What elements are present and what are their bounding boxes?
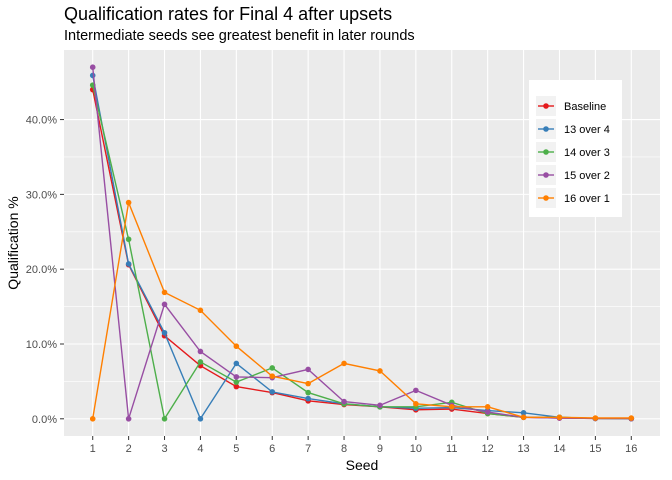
y-tick-label: 0.0% bbox=[32, 414, 57, 426]
x-tick-label: 13 bbox=[517, 443, 529, 455]
legend-key-point-16-over-1 bbox=[543, 195, 549, 201]
data-point-15-over-2 bbox=[161, 301, 168, 308]
x-tick-label: 3 bbox=[161, 443, 167, 455]
data-point-15-over-2 bbox=[341, 398, 347, 405]
data-point-13-over-4 bbox=[161, 329, 168, 336]
data-point-16-over-1 bbox=[592, 415, 599, 421]
x-tick-label: 11 bbox=[446, 443, 457, 455]
data-point-15-over-2 bbox=[305, 366, 311, 373]
data-point-16-over-1 bbox=[161, 289, 168, 296]
data-point-14-over-3 bbox=[305, 389, 311, 396]
x-tick-label: 1 bbox=[90, 443, 96, 455]
data-point-16-over-1 bbox=[305, 380, 311, 387]
legend-key-point-baseline bbox=[543, 103, 549, 109]
x-tick-label: 5 bbox=[233, 443, 239, 455]
y-tick-label: 40.0% bbox=[26, 115, 57, 127]
x-tick-label: 9 bbox=[377, 443, 383, 455]
data-point-15-over-2 bbox=[89, 64, 96, 71]
data-point-15-over-2 bbox=[125, 415, 132, 422]
data-point-16-over-1 bbox=[484, 404, 491, 410]
data-point-16-over-1 bbox=[448, 404, 455, 410]
x-tick-label: 8 bbox=[341, 443, 347, 455]
data-point-14-over-3 bbox=[197, 359, 204, 365]
chart-subtitle: Intermediate seeds see greatest benefit … bbox=[64, 28, 415, 44]
y-tick-label: 10.0% bbox=[26, 339, 57, 351]
data-point-16-over-1 bbox=[269, 373, 276, 379]
data-point-13-over-4 bbox=[305, 395, 311, 402]
x-tick-label: 7 bbox=[305, 443, 311, 455]
data-point-16-over-1 bbox=[197, 307, 204, 314]
x-tick-label: 4 bbox=[197, 443, 203, 455]
chart-title: Qualification rates for Final 4 after up… bbox=[64, 4, 393, 24]
data-point-13-over-4 bbox=[520, 410, 527, 416]
data-point-15-over-2 bbox=[377, 402, 383, 409]
data-point-16-over-1 bbox=[556, 414, 563, 421]
legend-label-baseline: Baseline bbox=[564, 101, 606, 113]
x-tick-label: 12 bbox=[482, 443, 494, 455]
data-point-15-over-2 bbox=[233, 374, 240, 380]
data-point-16-over-1 bbox=[89, 415, 96, 422]
data-point-14-over-3 bbox=[125, 236, 132, 243]
y-axis-title: Qualification % bbox=[5, 196, 21, 289]
x-axis-title: Seed bbox=[346, 457, 379, 473]
series-line-16-over-1 bbox=[92, 200, 632, 419]
data-point-14-over-3 bbox=[269, 365, 276, 371]
y-tick-label: 30.0% bbox=[26, 189, 57, 201]
x-tick-label: 2 bbox=[126, 443, 132, 455]
data-point-14-over-3 bbox=[161, 415, 168, 422]
x-tick-label: 15 bbox=[589, 443, 601, 455]
data-point-14-over-3 bbox=[233, 379, 240, 385]
data-point-15-over-2 bbox=[197, 348, 204, 355]
data-point-13-over-4 bbox=[233, 360, 240, 367]
legend-key-point-14-over-3 bbox=[543, 149, 549, 155]
legend-label-13-over-4: 13 over 4 bbox=[564, 124, 610, 136]
legend-label-15-over-2: 15 over 2 bbox=[564, 170, 610, 182]
data-point-16-over-1 bbox=[341, 360, 347, 367]
data-point-16-over-1 bbox=[413, 401, 419, 407]
data-point-16-over-1 bbox=[628, 415, 635, 421]
data-point-baseline bbox=[233, 383, 240, 390]
y-tick-label: 20.0% bbox=[26, 264, 57, 276]
data-point-13-over-4 bbox=[125, 261, 132, 267]
x-tick-label: 14 bbox=[553, 443, 565, 455]
data-point-15-over-2 bbox=[484, 409, 491, 415]
data-point-15-over-2 bbox=[413, 387, 419, 394]
data-point-16-over-1 bbox=[377, 368, 383, 374]
data-point-13-over-4 bbox=[197, 415, 204, 422]
data-point-13-over-4 bbox=[269, 389, 276, 395]
x-tick-label: 16 bbox=[625, 443, 637, 455]
legend-key-point-13-over-4 bbox=[543, 126, 549, 132]
data-point-16-over-1 bbox=[125, 199, 132, 206]
x-tick-label: 10 bbox=[410, 443, 422, 455]
legend-label-16-over-1: 16 over 1 bbox=[564, 193, 610, 205]
legend-key-point-15-over-2 bbox=[543, 172, 549, 178]
data-point-16-over-1 bbox=[233, 343, 240, 350]
x-tick-label: 6 bbox=[269, 443, 275, 455]
data-point-16-over-1 bbox=[520, 414, 527, 421]
legend-label-14-over-3: 14 over 3 bbox=[564, 147, 610, 159]
